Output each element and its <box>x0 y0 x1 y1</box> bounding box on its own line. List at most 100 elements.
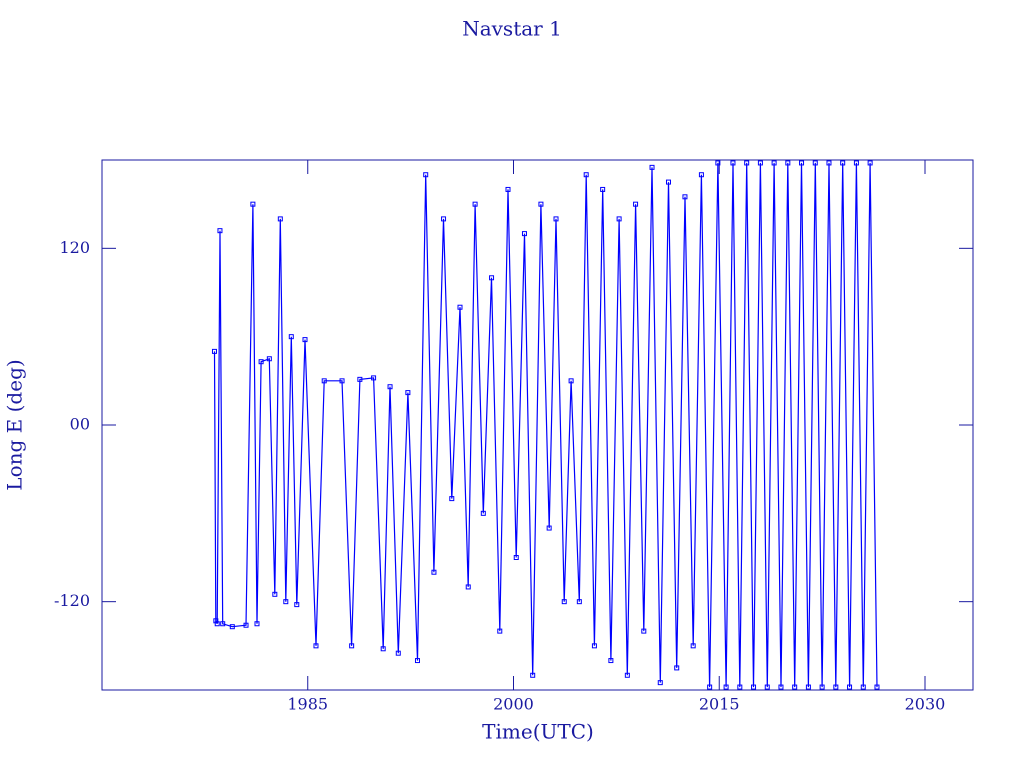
data-point <box>497 628 503 634</box>
data-point <box>441 216 447 222</box>
data-point <box>243 622 249 628</box>
data-point <box>457 304 463 310</box>
data-point <box>737 684 743 690</box>
data-point <box>465 584 471 590</box>
data-point <box>778 684 784 690</box>
data-point <box>641 628 647 634</box>
data-point <box>723 684 729 690</box>
data-point <box>561 599 567 605</box>
data-point <box>339 378 345 384</box>
data-point <box>217 228 223 234</box>
data-point <box>277 216 283 222</box>
data-point <box>423 172 429 178</box>
data-point <box>819 684 825 690</box>
x-tick-label: 1985 <box>287 695 328 714</box>
data-point <box>715 160 721 166</box>
data-point <box>771 160 777 166</box>
data-point <box>860 684 866 690</box>
data-point <box>624 672 630 678</box>
data-line <box>213 162 878 688</box>
data-point <box>674 665 680 671</box>
data-point <box>530 672 536 678</box>
data-point <box>546 525 552 531</box>
x-tick-label: 2015 <box>699 695 740 714</box>
data-point <box>380 646 386 652</box>
data-point <box>764 684 770 690</box>
data-point <box>576 599 582 605</box>
data-point <box>211 348 217 354</box>
y-axis-label: Long E (deg) <box>3 359 27 490</box>
data-point <box>213 618 219 624</box>
data-point <box>568 378 574 384</box>
data-point <box>214 621 220 627</box>
data-point <box>805 684 811 690</box>
data-point <box>826 160 832 166</box>
data-point <box>283 599 289 605</box>
data-point <box>266 356 272 362</box>
data-point <box>616 216 622 222</box>
data-point <box>785 160 791 166</box>
data-point <box>258 359 264 365</box>
data-point <box>649 164 655 170</box>
data-point <box>847 684 853 690</box>
data-point <box>313 643 319 649</box>
data-point <box>538 201 544 207</box>
data-point <box>431 569 437 575</box>
data-point <box>513 555 519 560</box>
data-point <box>799 160 805 166</box>
data-point <box>730 160 736 166</box>
data-point <box>608 658 614 664</box>
data-point <box>690 643 696 649</box>
data-point <box>414 658 420 664</box>
data-point <box>521 231 527 237</box>
data-point <box>250 201 256 207</box>
data-point <box>229 624 235 630</box>
data-point <box>505 186 511 192</box>
data-point <box>357 376 363 382</box>
x-tick-label: 2000 <box>493 695 534 714</box>
data-point <box>698 172 704 178</box>
data-point <box>449 496 455 502</box>
data-point <box>553 216 559 222</box>
data-point <box>583 172 589 178</box>
data-point <box>254 621 260 627</box>
data-point <box>833 684 839 690</box>
data-point <box>480 510 486 516</box>
y-tick-label: 00 <box>70 415 90 434</box>
data-point <box>682 194 688 200</box>
data-point <box>302 337 308 343</box>
x-axis-label: Time(UTC) <box>482 720 594 744</box>
data-point <box>633 201 639 207</box>
data-point <box>294 602 300 608</box>
data-point <box>220 621 226 627</box>
data-point <box>405 390 411 396</box>
data-point <box>472 201 478 207</box>
data-point <box>744 160 750 166</box>
data-point <box>591 643 597 649</box>
data-point <box>288 334 294 340</box>
data-point <box>489 275 495 281</box>
data-point <box>371 375 377 381</box>
data-point <box>321 378 327 384</box>
data-point <box>840 160 846 166</box>
data-point <box>657 680 663 686</box>
data-point <box>707 684 713 690</box>
data-point <box>812 160 818 166</box>
data-point <box>874 684 880 690</box>
data-point <box>867 160 873 166</box>
chart-title: Navstar 1 <box>462 17 562 41</box>
y-tick-label: 120 <box>59 238 90 257</box>
x-tick-label: 2030 <box>905 695 946 714</box>
data-point <box>853 160 859 166</box>
data-point <box>600 186 606 192</box>
data-point <box>757 160 763 166</box>
data-point <box>751 684 757 690</box>
data-point <box>387 384 393 390</box>
data-point <box>665 179 671 185</box>
data-point <box>395 650 401 656</box>
data-point <box>272 591 278 597</box>
y-tick-label: -120 <box>54 591 90 610</box>
data-point <box>792 684 798 690</box>
data-point <box>349 643 355 649</box>
